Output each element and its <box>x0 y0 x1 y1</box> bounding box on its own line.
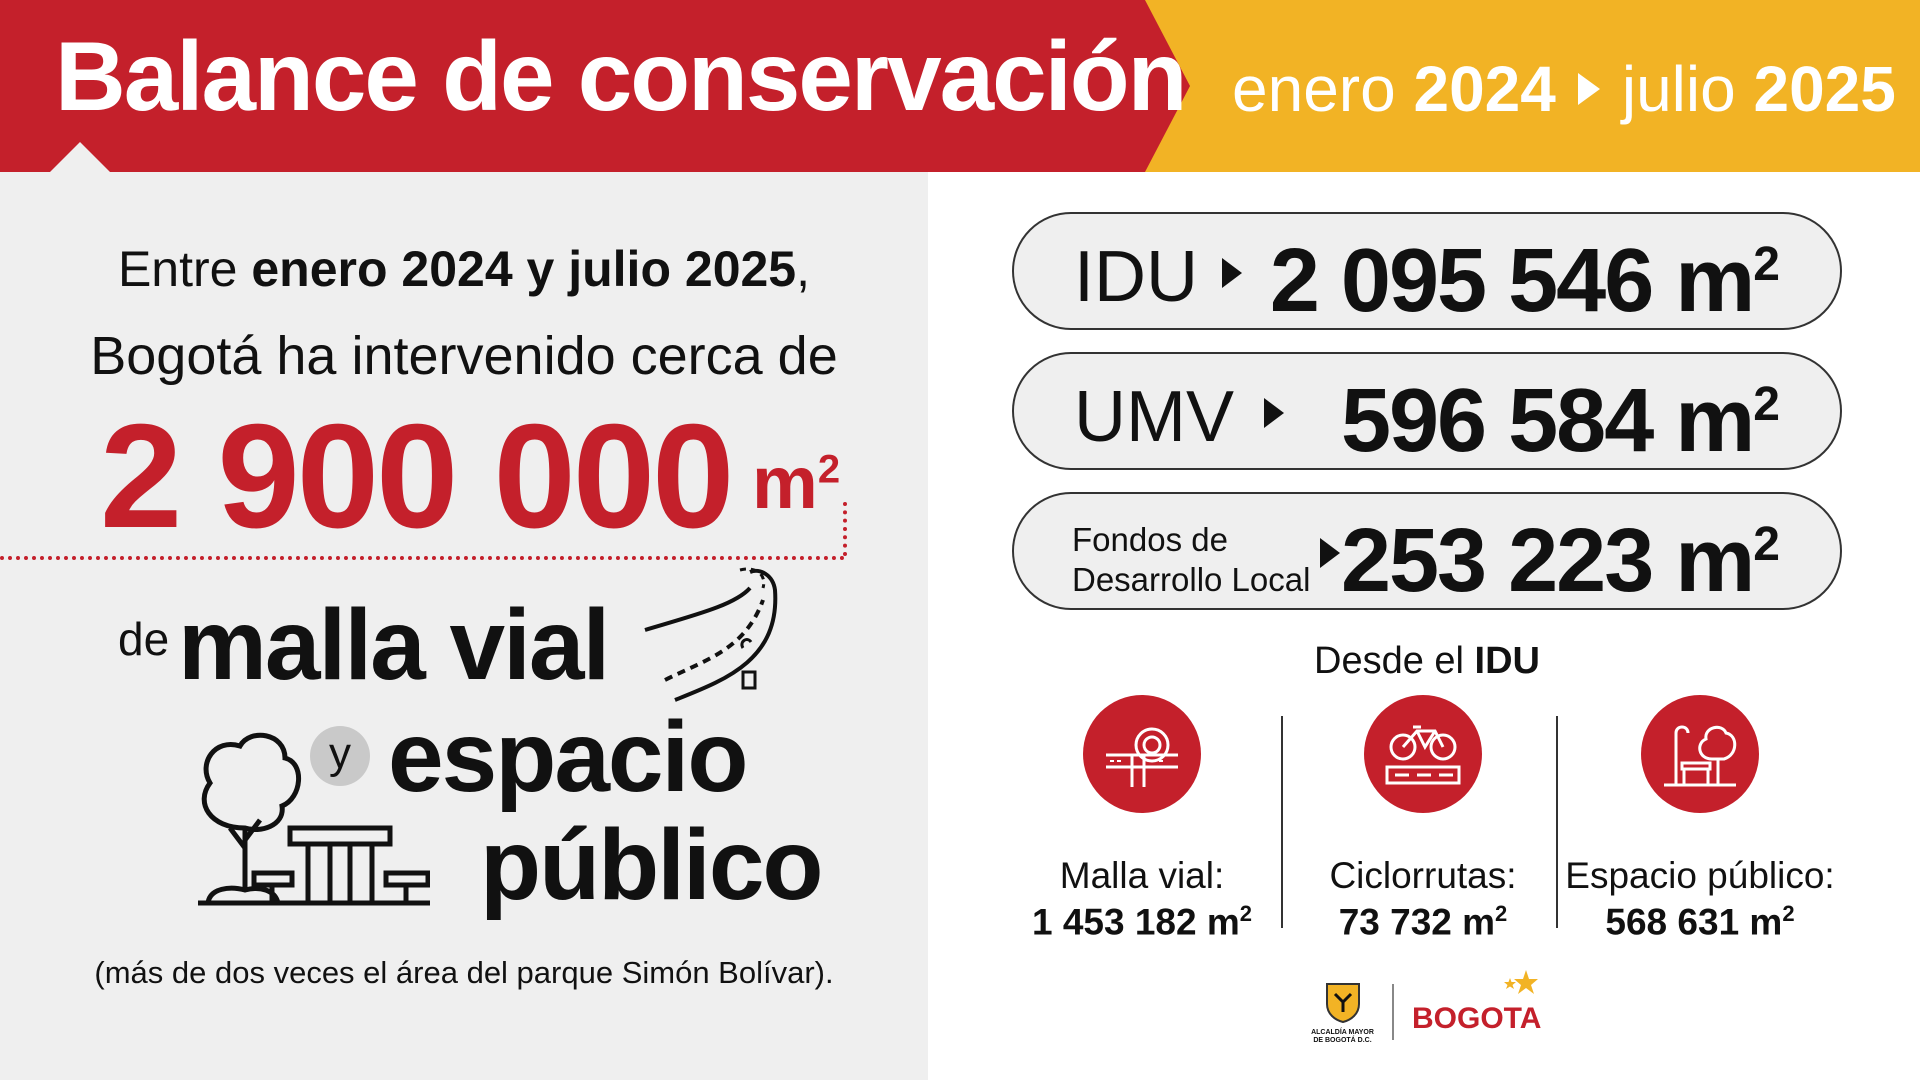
intro-text-end: , <box>796 241 811 297</box>
logo-divider <box>1392 984 1394 1040</box>
pill-value-fondos: 253 223 m2 <box>1340 510 1780 613</box>
unit-m: m <box>752 441 818 524</box>
stat-malla-vial: Malla vial: 1 453 182 m2 <box>1002 695 1282 943</box>
subject-y: y <box>329 729 351 778</box>
pill-value-exp: 2 <box>1753 378 1780 431</box>
intro-line-2: Bogotá ha intervenido cerca de <box>90 326 838 386</box>
divider <box>1556 716 1558 928</box>
park-bench-icon <box>1641 695 1759 813</box>
stat-value: 568 631 m2 <box>1560 901 1840 943</box>
pill-label-line1: Fondos de <box>1072 521 1228 558</box>
unit-exponent: 2 <box>817 447 841 492</box>
header-red-banner <box>0 0 1190 172</box>
y-badge <box>310 726 370 786</box>
stat-value-exp: 2 <box>1782 901 1795 926</box>
park-tree-table-icon <box>198 732 430 906</box>
total-area-value: 2 900 000 <box>100 394 734 559</box>
pill-value-text: 2 095 546 m <box>1269 231 1755 331</box>
pill-value-umv: 596 584 m2 <box>1340 370 1780 473</box>
triangle-right-icon <box>1577 73 1600 105</box>
subject-de: de <box>118 613 170 665</box>
stat-value: 73 732 m2 <box>1283 901 1563 943</box>
stat-label: Malla vial: <box>1059 855 1225 896</box>
subject-espacio: espacio <box>388 701 748 813</box>
bicycle-icon <box>1364 695 1482 813</box>
triangle-right-icon <box>1320 538 1340 568</box>
stat-value-text: 1 453 182 m <box>1031 901 1240 943</box>
date-to-month: julio <box>1621 53 1736 125</box>
triangle-right-icon <box>1264 398 1284 428</box>
date-from-month: enero <box>1232 53 1396 125</box>
date-to-year: 2025 <box>1753 53 1896 125</box>
intro-text-start: Entre <box>117 241 252 297</box>
bogota-logo-text: BOGOTA <box>1412 1002 1542 1035</box>
pill-label-fondos: Fondos de Desarrollo Local <box>1072 520 1310 600</box>
alcaldia-logo: ALCALDÍA MAYOR DE BOGOTÁ D.C. <box>1305 980 1380 1045</box>
dotted-divider <box>0 556 845 560</box>
pill-value-text: 253 223 m <box>1340 511 1755 611</box>
pill-label-line2: Desarrollo Local <box>1072 561 1311 598</box>
stat-value-text: 73 732 m <box>1338 901 1496 943</box>
road-interchange-icon <box>1083 695 1201 813</box>
subject-malla-vial: malla vial <box>178 589 610 701</box>
pill-value-exp: 2 <box>1753 518 1780 571</box>
divider <box>1281 716 1283 928</box>
stat-value-text: 568 631 m <box>1605 901 1783 943</box>
dotted-divider-vertical <box>843 502 847 556</box>
panel-notch <box>50 142 110 172</box>
desde-idu-heading: Desde el IDU <box>1012 640 1842 683</box>
coat-of-arms-icon <box>1325 983 1360 1024</box>
pill-value-text: 596 584 m <box>1340 371 1755 471</box>
stat-ciclorrutas: Ciclorrutas: 73 732 m2 <box>1283 695 1563 943</box>
subject-publico: público <box>480 809 824 921</box>
alcaldia-line1: ALCALDÍA MAYOR <box>1311 1029 1374 1036</box>
desde-prefix: Desde el <box>1314 640 1475 682</box>
triangle-right-icon <box>1222 258 1242 288</box>
date-range: enero 2024 julio 2025 <box>1232 52 1896 126</box>
alcaldia-line2: DE BOGOTÁ D.C. <box>1313 1037 1372 1044</box>
pill-value-exp: 2 <box>1753 238 1780 291</box>
date-from-year: 2024 <box>1413 53 1556 125</box>
desde-bold: IDU <box>1474 640 1540 682</box>
stat-value-exp: 2 <box>1495 901 1508 926</box>
pill-idu: IDU 2 095 546 m2 <box>1012 212 1842 333</box>
stat-label: Ciclorrutas: <box>1329 855 1517 896</box>
page-title: Balance de conservación <box>55 21 1188 131</box>
pill-label-umv: UMV <box>1074 377 1234 457</box>
pill-value-idu: 2 095 546 m2 <box>1269 230 1780 333</box>
stat-espacio-publico: Espacio público: 568 631 m2 <box>1560 695 1840 943</box>
star-icon <box>1504 970 1538 994</box>
total-area-unit: m2 <box>752 440 840 525</box>
footnote: (más de dos veces el área del parque Sim… <box>94 955 834 990</box>
intro-text-bold: enero 2024 y julio 2025 <box>251 241 797 297</box>
road-icon <box>644 567 778 702</box>
stat-value-exp: 2 <box>1239 901 1253 926</box>
pill-umv: UMV 596 584 m2 <box>1012 352 1842 473</box>
stat-value: 1 453 182 m2 <box>1002 901 1282 943</box>
pill-fondos: Fondos de Desarrollo Local 253 223 m2 <box>1012 492 1842 613</box>
stat-label: Espacio público: <box>1565 855 1835 896</box>
pill-label-idu: IDU <box>1074 237 1198 317</box>
intro-line-1: Entre enero 2024 y julio 2025, <box>0 240 928 298</box>
